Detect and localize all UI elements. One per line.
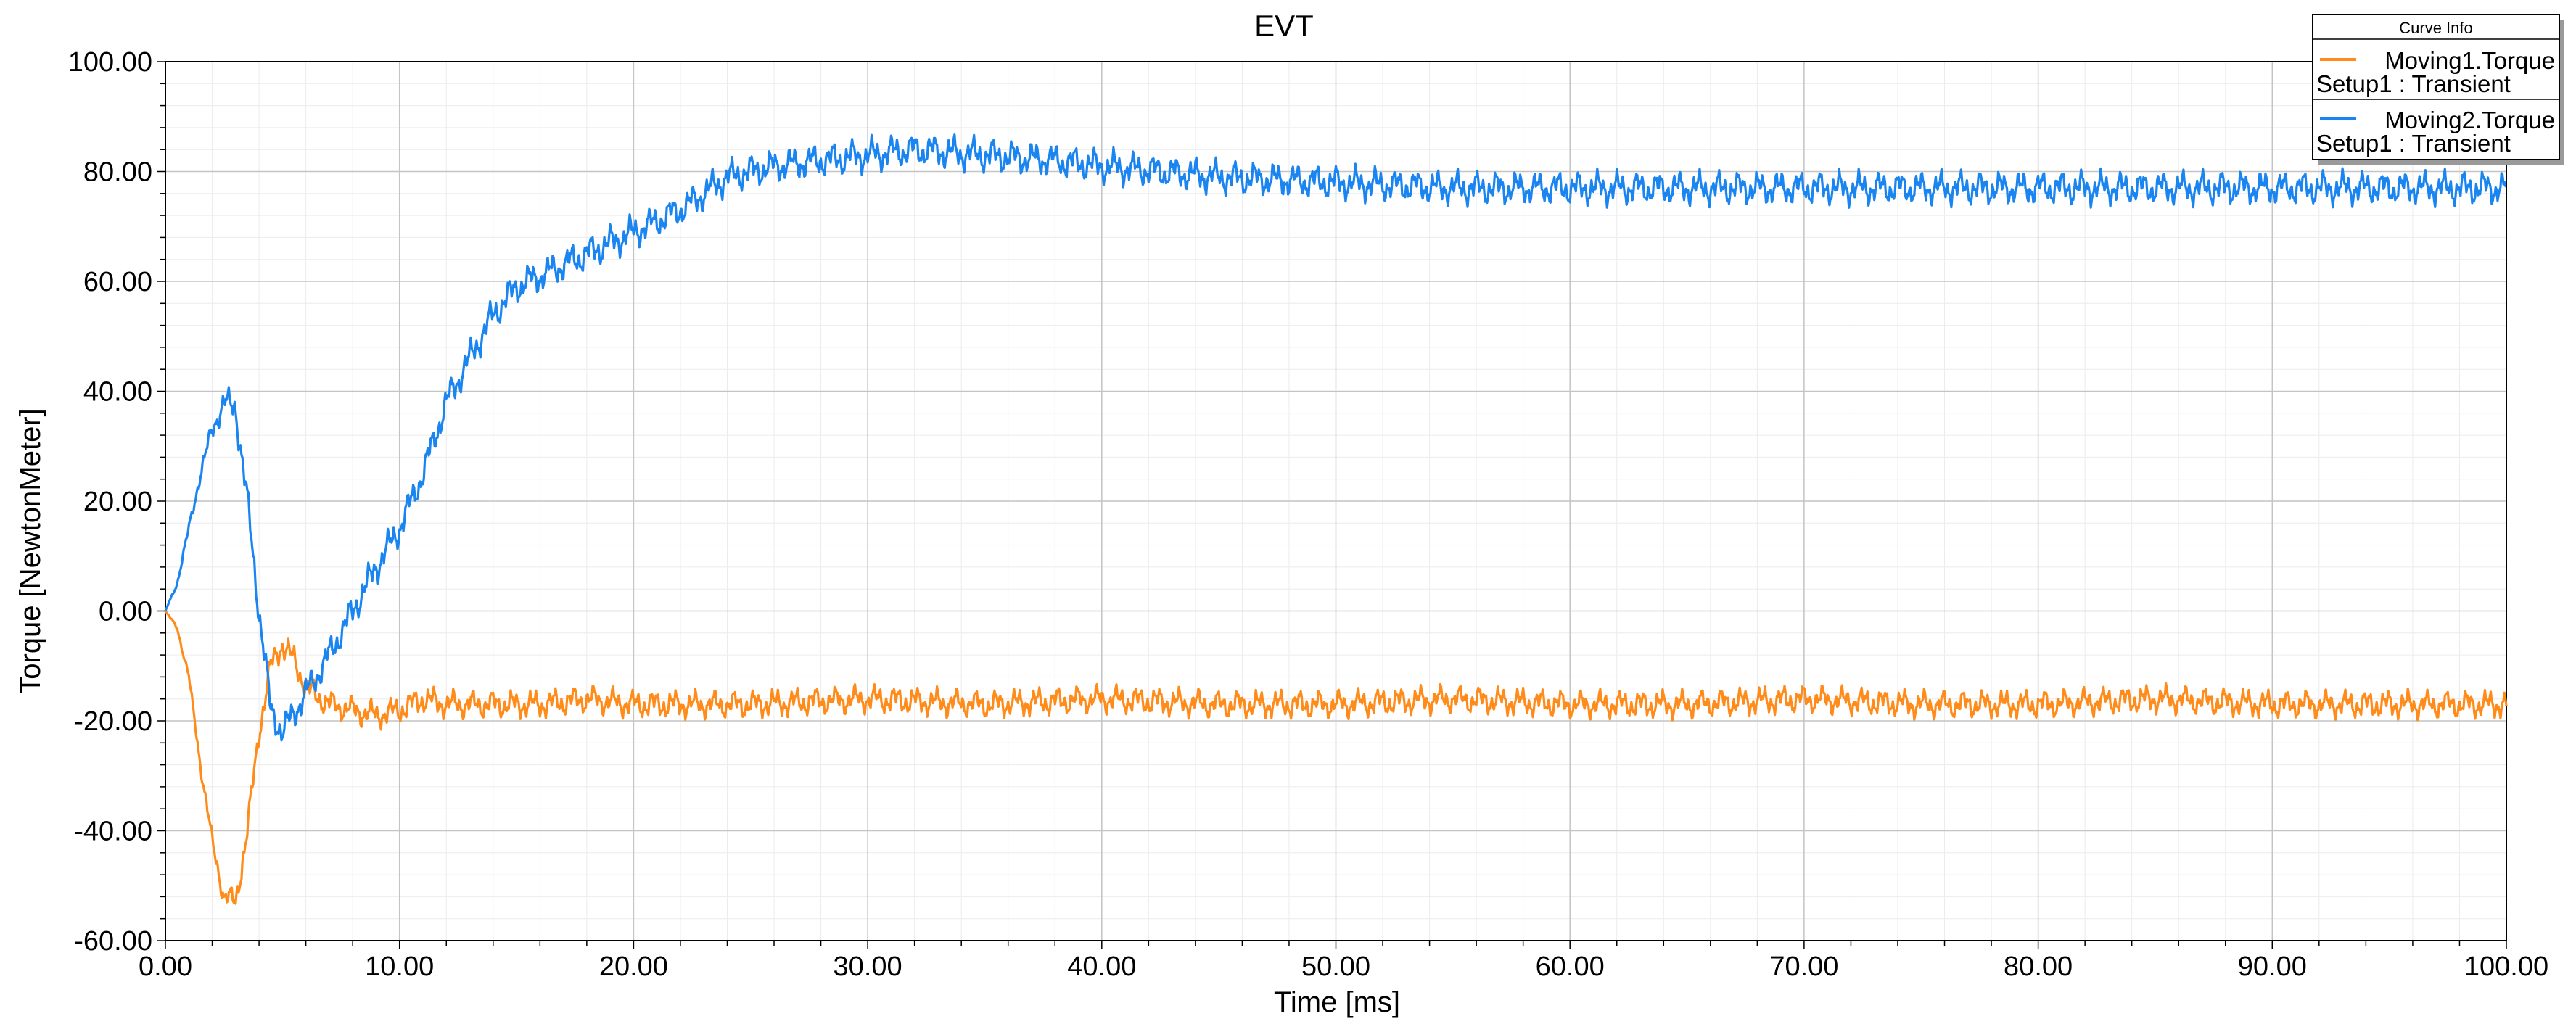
y-tick-label: -60.00 xyxy=(74,926,152,957)
legend-title: Curve Info xyxy=(2399,19,2473,37)
legend[interactable]: Curve Info Moving1.Torque Setup1 : Trans… xyxy=(2312,14,2564,165)
y-axis-title: Torque [NewtonMeter] xyxy=(15,408,46,694)
x-tick-label: 10.00 xyxy=(365,951,434,982)
axes-layer: 0.00 10.00 20.00 30.00 40.00 50.00 60.00 70.00 8… xyxy=(68,47,2548,982)
x-tick-label: 40.00 xyxy=(1067,951,1136,982)
x-axis-title: Time [ms] xyxy=(1274,986,1400,1018)
y-tick-label: 100.00 xyxy=(68,47,152,78)
x-tick-label: 70.00 xyxy=(1769,951,1838,982)
legend-entry-moving1-name: Moving1.Torque xyxy=(2384,47,2555,74)
y-tick-label: 80.00 xyxy=(83,157,152,188)
chart-title: EVT xyxy=(1254,9,1314,43)
y-tick-label: 40.00 xyxy=(83,377,152,408)
x-tick-label: 50.00 xyxy=(1301,951,1370,982)
x-tick-label: 0.00 xyxy=(139,951,192,982)
series-line-moving1-torque xyxy=(164,610,2508,905)
y-tick-label: 0.00 xyxy=(99,597,152,627)
series-line-moving2-torque xyxy=(164,133,2507,742)
x-tick-label: 30.00 xyxy=(834,951,902,982)
y-tick-label: 60.00 xyxy=(83,267,152,297)
y-tick-label: -20.00 xyxy=(74,706,152,737)
y-tick-label: -40.00 xyxy=(74,817,152,847)
x-tick-label: 60.00 xyxy=(1536,951,1605,982)
x-tick-label: 20.00 xyxy=(599,951,668,982)
x-tick-label: 80.00 xyxy=(2004,951,2073,982)
legend-entry-moving1-setup: Setup1 : Transient xyxy=(2316,70,2511,97)
legend-entry-moving2-name: Moving2.Torque xyxy=(2384,107,2555,133)
x-tick-label: 100.00 xyxy=(2464,951,2548,982)
x-tick-label: 90.00 xyxy=(2238,951,2307,982)
y-tick-label: 20.00 xyxy=(83,487,152,517)
series-layer xyxy=(164,133,2508,905)
legend-entry-moving2-setup: Setup1 : Transient xyxy=(2316,130,2511,157)
